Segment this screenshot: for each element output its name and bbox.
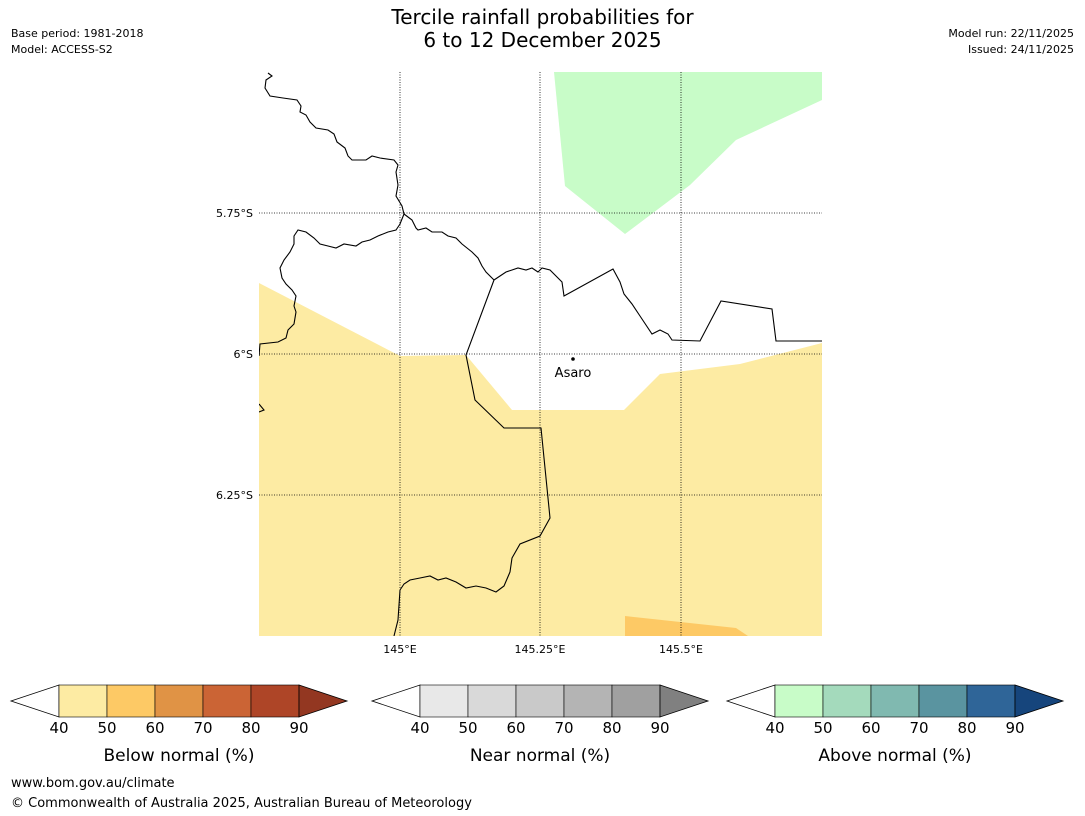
- map-title: Tercile rainfall probabilities for 6 to …: [0, 6, 1085, 52]
- colorbar-near-tick: 40: [410, 719, 429, 737]
- map-panel: Asaro 5.75°S 6°S 6.25°S 145°E 145.25°E 1…: [216, 72, 822, 656]
- colorbar-near-tick: 50: [458, 719, 477, 737]
- colorbar-below-segment: [202, 684, 252, 718]
- colorbar-above-segment: [774, 684, 824, 718]
- colorbar-near-segment: [515, 684, 565, 718]
- border-north: [264, 72, 495, 281]
- colorbar-below-over-arrow: [298, 684, 349, 718]
- border-edge: [259, 403, 265, 413]
- colorbar-above-segment: [822, 684, 872, 718]
- colorbar-near-tick: 70: [554, 719, 573, 737]
- colorbar-below-tick: 60: [145, 719, 164, 737]
- colorbar-below-tick: 70: [193, 719, 212, 737]
- colorbar-above-tick: 60: [861, 719, 880, 737]
- colorbar-below-segment: [58, 684, 108, 718]
- colorbar-above-under-arrow: [725, 684, 776, 718]
- colorbar-above-tick: 70: [909, 719, 928, 737]
- colorbar-near-under-arrow: [370, 684, 421, 718]
- colorbar-above-tick: 50: [813, 719, 832, 737]
- colorbar-above-tick: 80: [957, 719, 976, 737]
- colorbar-above-tick: 90: [1005, 719, 1024, 737]
- colorbar-below: 40 50 60 70 80 90 Below normal (%): [9, 684, 349, 766]
- colorbar-above-tick: 40: [765, 719, 784, 737]
- footer-url: www.bom.gov.au/climate: [11, 776, 175, 791]
- place-label: Asaro: [555, 366, 592, 381]
- colorbar-near-tick: 80: [602, 719, 621, 737]
- colorbar-near-segment: [419, 684, 469, 718]
- meta-right: Model run: 22/11/2025 Issued: 24/11/2025: [948, 26, 1074, 58]
- title-line-2: 6 to 12 December 2025: [423, 28, 662, 52]
- meta-left: Base period: 1981-2018 Model: ACCESS-S2: [11, 26, 143, 58]
- colorbar-near-tick: 60: [506, 719, 525, 737]
- colorbar-near-segment: [611, 684, 661, 718]
- lat-label-5-75s: 5.75°S: [216, 207, 253, 220]
- colorbar-above-segment: [918, 684, 968, 718]
- colorbar-near-segment: [467, 684, 517, 718]
- place-marker: [571, 357, 575, 361]
- colorbar-near-label: Near normal (%): [470, 746, 610, 766]
- colorbar-below-tick: 40: [49, 719, 68, 737]
- footer-copyright: © Commonwealth of Australia 2025, Austra…: [11, 796, 472, 811]
- border-center: [393, 279, 551, 636]
- colorbar-near-segment: [563, 684, 613, 718]
- colorbar-legends: 40 50 60 70 80 90 Below normal (%) 40 50 60 70 80 90…: [9, 684, 1065, 766]
- colorbar-below-segment: [154, 684, 204, 718]
- colorbar-below-under-arrow: [9, 684, 60, 718]
- lon-label-145e: 145°E: [383, 643, 416, 656]
- lat-label-6s: 6°S: [234, 348, 253, 361]
- colorbar-above-over-arrow: [1014, 684, 1065, 718]
- colorbar-near-over-arrow: [659, 684, 710, 718]
- colorbar-near-tick: 90: [650, 719, 669, 737]
- lon-label-145-25e: 145.25°E: [515, 643, 566, 656]
- colorbar-below-label: Below normal (%): [104, 746, 255, 766]
- colorbar-below-tick: 90: [289, 719, 308, 737]
- below-normal-50-60-region: [625, 616, 748, 636]
- colorbar-above-label: Above normal (%): [818, 746, 971, 766]
- graticule: [259, 72, 822, 636]
- title-line-1: Tercile rainfall probabilities for: [391, 5, 694, 29]
- lat-label-6-25s: 6.25°S: [216, 489, 253, 502]
- model-name: Model: ACCESS-S2: [11, 43, 113, 56]
- lon-label-145-5e: 145.5°E: [659, 643, 703, 656]
- base-period: Base period: 1981-2018: [11, 27, 144, 40]
- colorbar-above: 40 50 60 70 80 90 Above normal (%): [725, 684, 1065, 766]
- above-normal-40-50-region: [554, 72, 822, 234]
- colorbar-below-tick: 80: [241, 719, 260, 737]
- colorbar-below-segment: [106, 684, 156, 718]
- model-run: Model run: 22/11/2025: [948, 27, 1074, 40]
- colorbar-above-segment: [870, 684, 920, 718]
- colorbar-near: 40 50 60 70 80 90 Near normal (%): [370, 684, 710, 766]
- border-east: [493, 267, 822, 342]
- province-borders: [259, 72, 822, 636]
- colorbar-below-segment: [250, 684, 300, 718]
- border-west: [259, 213, 405, 357]
- colorbar-below-tick: 50: [97, 719, 116, 737]
- colorbar-above-segment: [966, 684, 1016, 718]
- issued-date: Issued: 24/11/2025: [967, 43, 1074, 56]
- footer: www.bom.gov.au/climate © Commonwealth of…: [11, 774, 472, 814]
- map-area: Asaro: [259, 72, 822, 636]
